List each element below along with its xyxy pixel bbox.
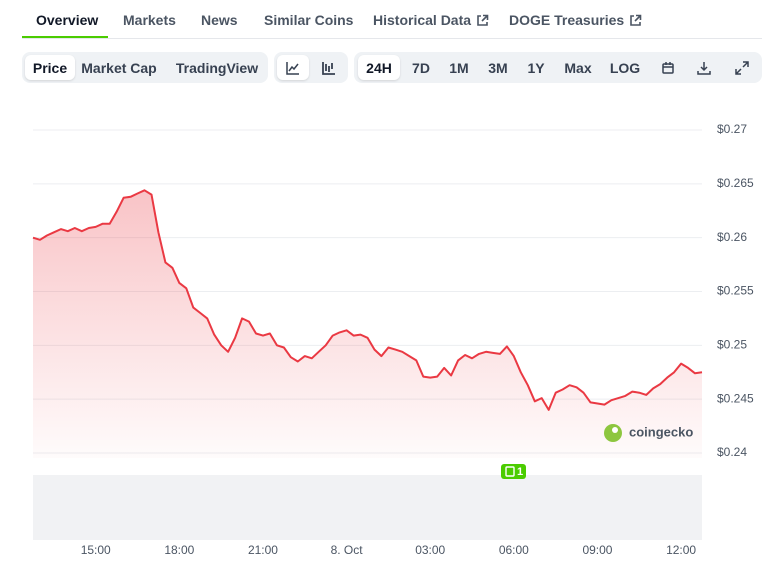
chart-mode-group: Price Market Cap TradingView	[22, 52, 268, 83]
button[interactable]: 1Y	[527, 59, 545, 76]
button[interactable]: 24H	[358, 55, 400, 80]
button[interactable]: 7D	[412, 59, 430, 76]
chart-style-group	[274, 52, 348, 83]
event-badge[interactable]: 1	[501, 464, 526, 479]
y-tick-label: $0.265	[717, 176, 754, 190]
volume-band	[33, 475, 702, 540]
tab[interactable]: Markets	[123, 12, 176, 28]
range-group: 24H 7D 1M 3M 1Y Max LOG	[354, 52, 762, 83]
external-link-icon	[630, 14, 642, 26]
tab-label: News	[201, 12, 238, 28]
tab-label: Overview	[36, 12, 99, 28]
calendar-button[interactable]	[654, 55, 682, 80]
button[interactable]: TradingView	[175, 59, 259, 76]
x-tick-label: 8. Oct	[331, 543, 364, 557]
tab-label: Historical Data	[373, 12, 472, 28]
x-tick-label: 18:00	[164, 543, 194, 557]
line-chart-button[interactable]	[277, 55, 309, 80]
tab[interactable]: Historical Data	[373, 12, 489, 28]
x-tick-label: 06:00	[499, 543, 529, 557]
watermark: coingecko	[604, 424, 693, 442]
x-tick-label: 12:00	[666, 543, 696, 557]
price-area	[33, 190, 702, 459]
tab-underline	[22, 36, 108, 38]
y-tick-label: $0.27	[717, 122, 747, 136]
tab-bar: Overview Markets News Similar Coins Hist…	[22, 0, 762, 39]
candle-icon	[322, 61, 335, 75]
download-icon	[697, 61, 711, 75]
expand-icon	[735, 60, 749, 75]
y-tick-label: $0.24	[717, 445, 747, 459]
button[interactable]: Max	[564, 59, 592, 76]
tab[interactable]: Overview	[36, 12, 98, 28]
tab-label: Markets	[123, 12, 176, 28]
x-tick-label: 09:00	[582, 543, 612, 557]
external-link-icon	[477, 14, 489, 26]
line-icon	[286, 61, 299, 75]
price-line	[32, 189, 703, 411]
x-tick-label: 15:00	[81, 543, 111, 557]
y-tick-label: $0.25	[717, 338, 747, 352]
x-tick-label: 03:00	[415, 543, 445, 557]
y-tick-label: $0.255	[717, 284, 754, 298]
tab-label: Similar Coins	[264, 12, 354, 28]
button[interactable]: Market Cap	[81, 59, 157, 76]
tab[interactable]: DOGE Treasuries	[509, 12, 642, 28]
tab[interactable]: Similar Coins	[264, 12, 353, 28]
button[interactable]: 3M	[488, 59, 508, 76]
tab[interactable]: News	[201, 12, 238, 28]
button[interactable]: Price	[25, 55, 75, 80]
y-tick-label: $0.26	[717, 230, 747, 244]
watermark-text: coingecko	[629, 424, 693, 439]
fullscreen-button[interactable]	[728, 55, 756, 80]
button[interactable]: 1M	[449, 59, 469, 76]
event-count: 1	[517, 466, 523, 478]
y-tick-label: $0.245	[717, 391, 754, 405]
button[interactable]: LOG	[609, 59, 641, 76]
candle-chart-button[interactable]	[313, 55, 345, 80]
tab-label: DOGE Treasuries	[509, 12, 625, 28]
x-tick-label: 21:00	[248, 543, 278, 557]
download-button[interactable]	[690, 55, 718, 80]
calendar-icon	[662, 61, 674, 74]
